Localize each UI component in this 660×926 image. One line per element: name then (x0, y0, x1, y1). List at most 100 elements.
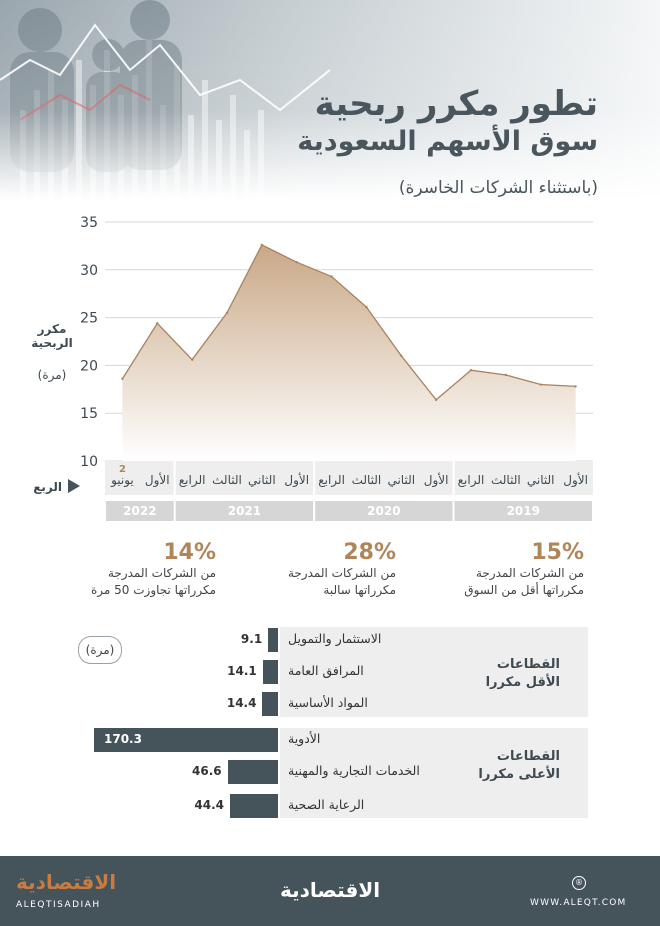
year-label: 2021 (228, 504, 261, 518)
data-point (260, 243, 264, 247)
sector-bar (262, 692, 278, 716)
sector-value: 14.1 (227, 664, 257, 678)
stat-line2: مكرراتها سالبة (323, 583, 396, 597)
high-sectors-panel (280, 728, 588, 818)
arrow-right-icon (68, 479, 80, 493)
sector-unit-badge: (مرة) (78, 636, 122, 664)
sector-name: المواد الأساسية (288, 695, 368, 710)
x-tick-label: الرابع (318, 473, 345, 488)
stat-line2: مكرراتها أقل من السوق (464, 583, 584, 597)
footer: الاقتصادية ALEQTISADIAH الاقتصادية ® WWW… (0, 856, 660, 926)
sector-name: الاستثمار والتمويل (288, 631, 382, 646)
data-point (190, 358, 194, 361)
y-tick-label: 20 (80, 358, 98, 374)
sector-bar (94, 728, 278, 752)
sector-value: 46.6 (192, 764, 222, 778)
data-point (121, 377, 124, 380)
page-title: تطور مكرر ربحية (314, 84, 598, 124)
y-axis-unit: (مرة) (37, 368, 67, 382)
y-axis-title: مكرر الربحية (31, 322, 73, 350)
header-background (0, 0, 660, 200)
stat-below-market: 15% من الشركات المدرجة مكرراتها أقل من ا… (464, 540, 584, 599)
sector-value: 170.3 (104, 732, 142, 746)
sector-bar (230, 794, 278, 818)
sector-name: الأدوية (288, 731, 321, 746)
x-tick-label: الأول (563, 472, 588, 488)
sector-name: المرافق العامة (288, 663, 364, 678)
pe-line (121, 244, 576, 401)
x-tick-label: الثاني (527, 473, 555, 487)
stat-line1: من الشركات المدرجة (107, 566, 216, 580)
year-label: 2019 (507, 504, 540, 518)
x-tick-label: يونيو (110, 473, 134, 488)
pe-ratio-chart: 10 15 20 25 30 35 2019 2020 2021 2022 الأول الثاني… (33, 215, 593, 521)
sector-value: 9.1 (240, 632, 263, 646)
x-tick-label: الثالث (352, 473, 382, 487)
data-point (469, 368, 473, 372)
stat-line2: مكرراتها تجاوزت 50 مرة (90, 583, 216, 597)
sector-value: 44.4 (194, 798, 225, 812)
data-point (504, 373, 508, 377)
y-tick-label: 15 (80, 406, 98, 422)
website-link[interactable]: WWW.ALEQT.COM (530, 898, 627, 908)
brand-latin: ALEQTISADIAH (16, 900, 101, 910)
stat-above-50: 14% من الشركات المدرجة مكرراتها تجاوزت 5… (91, 540, 216, 599)
year-label: 2020 (367, 504, 400, 518)
brand-logo: الاقتصادية (16, 870, 117, 894)
sector-name: الرعاية الصحية (288, 797, 365, 812)
group-title-line2: الأعلى مكررا (478, 767, 560, 782)
year-group-band (315, 501, 453, 521)
high-sectors-title: القطاعات الأعلى مكررا (470, 748, 560, 784)
stat-line1: من الشركات المدرجة (475, 566, 584, 580)
group-title-line1: القطاعات (496, 749, 560, 764)
stat-pct: 15% (531, 540, 584, 565)
x-tick-label: الأول (145, 472, 170, 488)
stat-negative: 28% من الشركات المدرجة مكرراتها سالبة (288, 540, 396, 599)
x-tick-label: الرابع (458, 473, 485, 488)
x-tick-badge: 2 (119, 464, 126, 475)
year-group-band (106, 501, 174, 521)
x-tick-label: الثاني (248, 473, 276, 487)
sector-value: 14.4 (226, 696, 257, 710)
x-tick-label: الثالث (212, 473, 242, 487)
data-point (574, 385, 577, 388)
stat-pct: 14% (163, 540, 216, 565)
year-label: 2022 (123, 504, 156, 518)
x-tick-label: الثاني (387, 473, 415, 487)
stat-line1: من الشركات المدرجة (287, 566, 396, 580)
group-title-line2: الأقل مكررا (485, 675, 560, 690)
y-tick-label: 35 (80, 215, 98, 231)
year-group-band (175, 501, 314, 521)
data-point (295, 260, 298, 264)
x-axis-title: الربع (33, 480, 62, 494)
x-tick-label: الأول (424, 472, 449, 488)
sector-bar (262, 660, 278, 684)
stat-pct: 28% (343, 540, 396, 565)
data-point (330, 275, 333, 278)
data-point (156, 322, 159, 325)
x-tick-label: الثالث (491, 473, 521, 487)
y-tick-label: 10 (80, 454, 98, 470)
sector-bar (227, 760, 278, 784)
low-sectors-panel (280, 627, 588, 717)
sector-bar (268, 628, 278, 652)
page-subtitle: سوق الأسهم السعودية (297, 126, 598, 157)
pe-area (122, 244, 576, 461)
data-point (539, 383, 542, 386)
data-point (400, 354, 403, 358)
stock-market-backdrop (0, 0, 660, 200)
data-point (434, 398, 438, 402)
y-tick-label: 25 (80, 311, 98, 327)
globe-icon: ® (572, 876, 586, 890)
group-title-line1: القطاعات (496, 657, 560, 672)
sector-name: الخدمات التجارية والمهنية (288, 763, 420, 778)
quarter-label-band (105, 461, 593, 495)
year-group-band (454, 501, 592, 521)
y-tick-label: 30 (80, 263, 98, 279)
x-tick-label: الأول (284, 472, 309, 488)
low-sectors-title: القطاعات الأقل مكررا (470, 656, 560, 692)
x-tick-label: الرابع (179, 473, 206, 488)
data-point (365, 305, 368, 309)
data-point (225, 311, 229, 315)
center-brand: الاقتصادية (280, 878, 381, 902)
